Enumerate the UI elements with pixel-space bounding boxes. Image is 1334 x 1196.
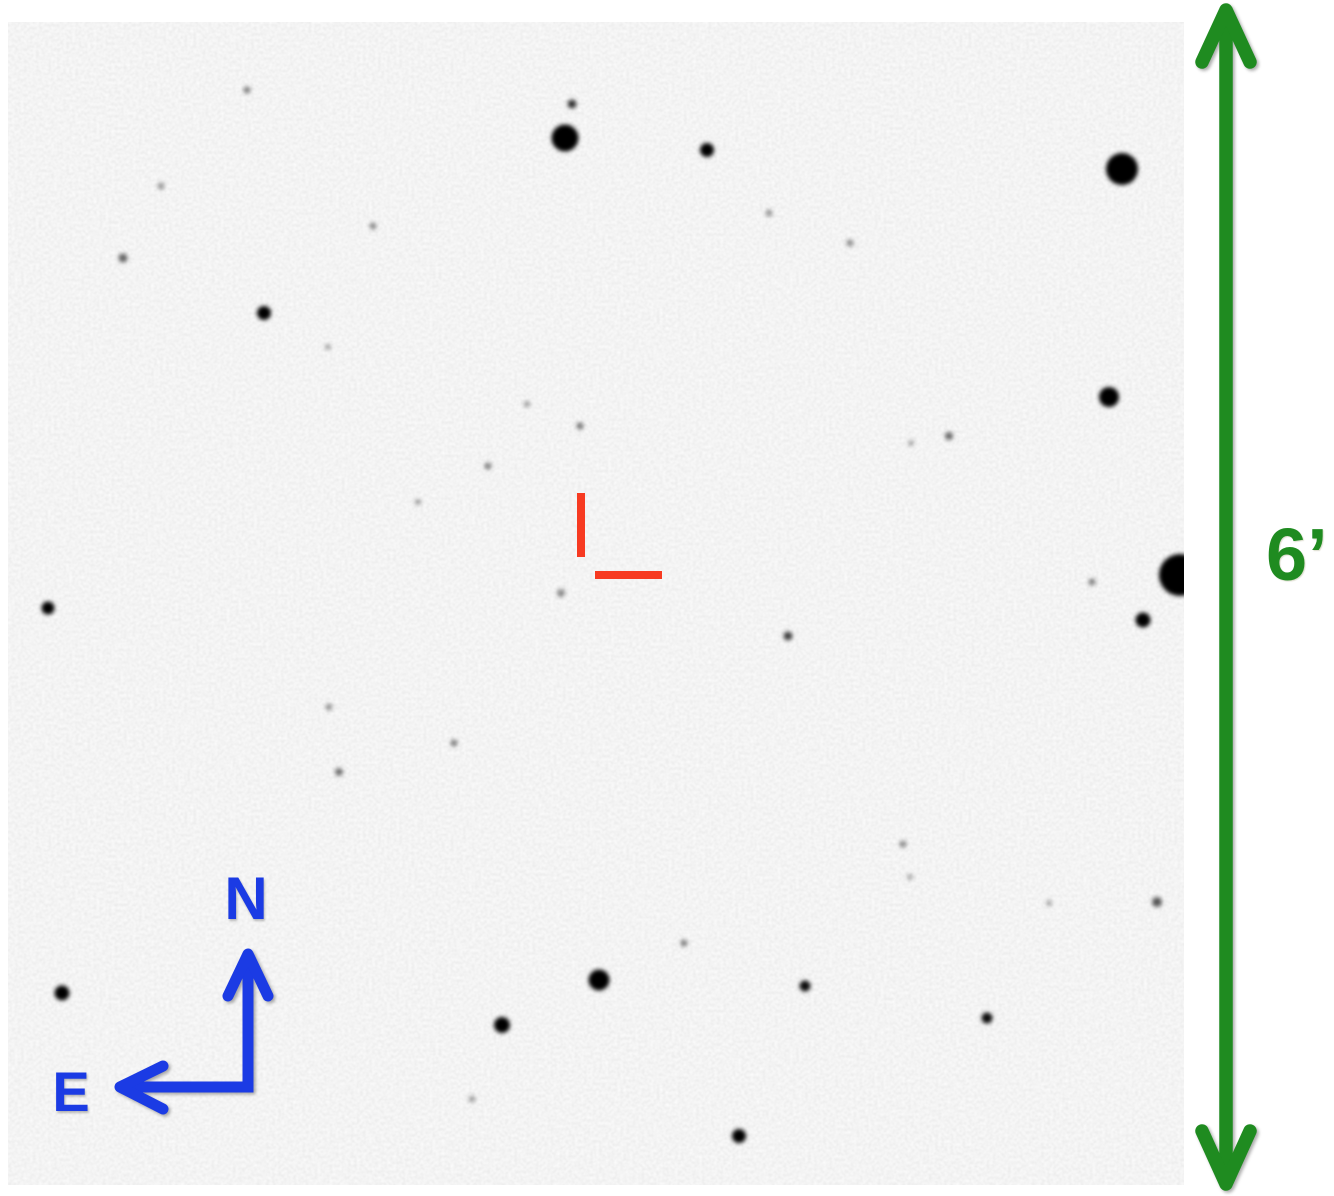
star xyxy=(945,432,953,440)
field-noise-texture xyxy=(8,22,1184,1185)
star xyxy=(557,589,565,597)
star xyxy=(1099,387,1119,407)
star xyxy=(700,143,714,157)
star xyxy=(907,874,913,880)
star xyxy=(468,1095,476,1103)
east-arrowhead-icon xyxy=(114,1060,169,1115)
target-crosshair-marker xyxy=(577,493,662,579)
star xyxy=(981,1012,993,1024)
sky-field xyxy=(8,22,1184,1185)
compass-shaft xyxy=(127,957,254,1093)
star xyxy=(899,840,907,848)
scale-double-arrow xyxy=(1195,3,1257,1191)
star xyxy=(325,703,333,711)
star xyxy=(783,631,793,641)
east-label: E xyxy=(52,1060,90,1123)
star xyxy=(450,739,458,747)
star xyxy=(484,462,492,470)
star xyxy=(551,124,579,152)
star xyxy=(118,253,128,263)
star xyxy=(588,969,610,991)
star xyxy=(567,99,577,109)
compass-arrows xyxy=(114,948,274,1115)
star xyxy=(576,422,584,430)
star xyxy=(799,980,811,992)
scale-label: 6’ xyxy=(1266,513,1328,596)
scale-arrowhead-down-icon xyxy=(1195,1124,1257,1191)
star xyxy=(1152,897,1162,907)
star xyxy=(325,344,331,350)
star xyxy=(369,222,377,230)
north-label: N xyxy=(224,865,268,932)
target-vertical-tick-icon xyxy=(577,493,585,557)
star xyxy=(680,939,688,947)
star xyxy=(524,401,530,407)
stars-layer xyxy=(41,86,1184,1143)
target-horizontal-tick-icon xyxy=(595,571,662,579)
north-arrowhead-icon xyxy=(222,948,274,1002)
star xyxy=(1088,578,1096,586)
star xyxy=(1106,153,1138,185)
star xyxy=(765,209,773,217)
star xyxy=(41,601,55,615)
star xyxy=(1046,900,1052,906)
star xyxy=(1135,612,1151,628)
star xyxy=(157,182,165,190)
star xyxy=(415,499,421,505)
star xyxy=(243,86,251,94)
star xyxy=(257,306,271,320)
star xyxy=(732,1129,746,1143)
star xyxy=(494,1017,510,1033)
scale-arrowhead-up-icon xyxy=(1195,3,1257,69)
star xyxy=(335,768,343,776)
star xyxy=(846,239,854,247)
star xyxy=(1159,554,1184,596)
star xyxy=(54,985,70,1001)
star xyxy=(908,440,914,446)
